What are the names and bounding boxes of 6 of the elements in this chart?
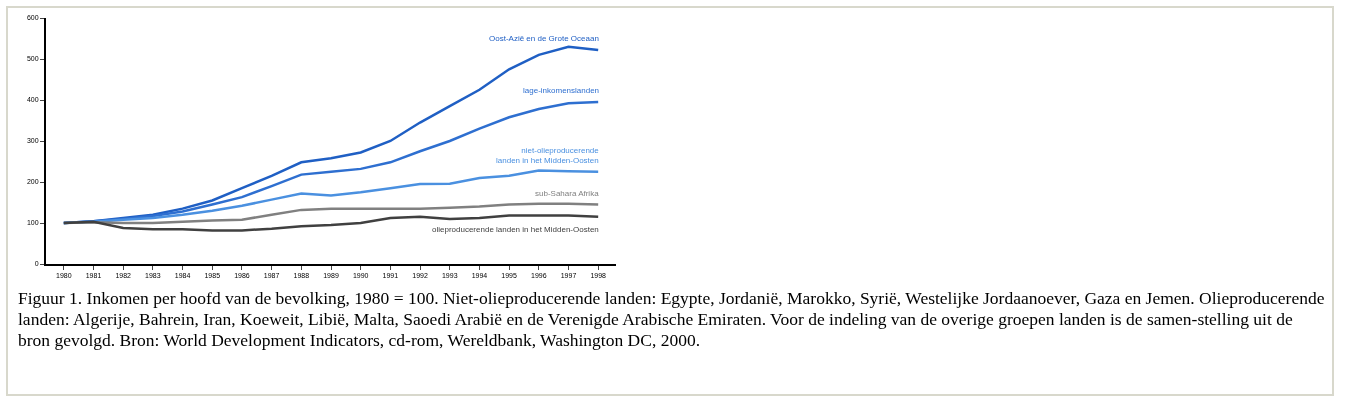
text: Figuur 1. Inkomen per hoofd van de bevolking, 1980 = 100. Niet-olieproducerende landen: Egypte, Jordanië, Marokko, Syrië, Westelijke Jordaanoever, Gaza en Jemen. Olieproducerende landen: Algerije, Bahrein, Iran, Koeweit, Libië, Malta, Saoedi Arabië en de Verenigde Arabische Emiraten. Voor de indeling van de overige groepen landen is de samen-stelling uit de bron gevolgd. Bron: World Development Indicators, cd-rom, Wereldbank, Washington DC, 2000.	[18, 288, 1326, 351]
series-label: lage-inkomenslanden	[523, 86, 600, 95]
series-label: Oost-Azië en de Grote Oceaan	[489, 34, 599, 43]
series-label: niet-olieproducerende landen in het Midden-Oosten	[496, 146, 600, 166]
series-label: sub-Sahara Afrika	[535, 189, 600, 198]
series-label: olieproducerende landen in het Midden-Oosten	[432, 225, 599, 234]
